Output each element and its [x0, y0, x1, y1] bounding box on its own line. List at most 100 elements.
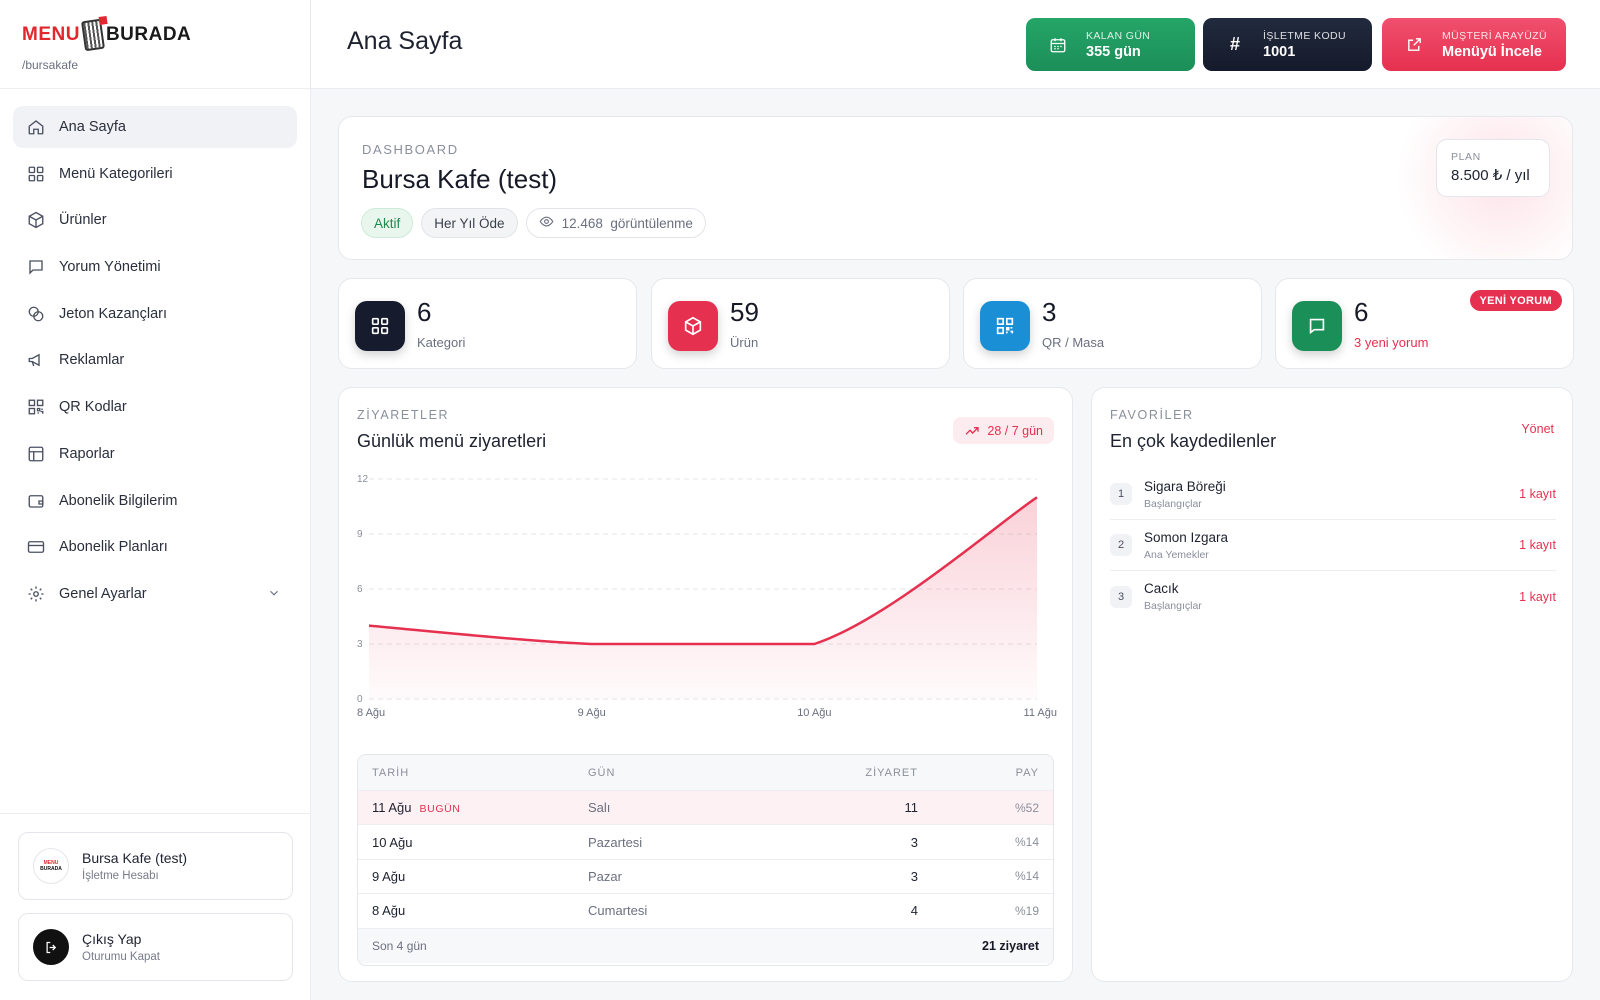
table-footer: Son 4 gün 21 ziyaret — [358, 928, 1053, 963]
sidebar-item-reviews[interactable]: Yorum Yönetimi — [13, 246, 297, 288]
status-badge: Aktif — [361, 208, 414, 238]
avatar-text-bottom: BURADA — [40, 866, 62, 872]
sidebar-item-label: Abonelik Planları — [59, 539, 168, 556]
item-category: Başlangıçlar — [1144, 497, 1202, 510]
visits-eyebrow: ZİYARETLER — [357, 408, 450, 422]
y-tick-label: 0 — [357, 694, 363, 705]
sidebar-item-menu-categories[interactable]: Menü Kategorileri — [13, 153, 297, 195]
trend-badge: 28 / 7 gün — [953, 417, 1054, 444]
stat-label: Ürün — [730, 335, 759, 350]
column-header-share: PAY — [1015, 766, 1039, 779]
logo-text-burada: BURADA — [105, 24, 192, 45]
sidebar-item-settings[interactable]: Genel Ayarlar — [13, 573, 297, 615]
row-visits: 11 — [904, 800, 919, 816]
sidebar-item-label: Ana Sayfa — [59, 119, 126, 135]
customer-ui-key: MÜŞTERİ ARAYÜZÜ — [1442, 29, 1547, 42]
list-item[interactable]: 2 Somon Izgara Ana Yemekler 1 kayıt — [1110, 520, 1556, 571]
footer-range: Son 4 gün — [372, 938, 427, 953]
sidebar-item-subscription-plans[interactable]: Abonelik Planları — [13, 526, 297, 568]
logout-button[interactable]: Çıkış Yap Oturumu Kapat — [18, 913, 293, 981]
y-tick-label: 6 — [357, 584, 363, 595]
qr-icon — [980, 301, 1030, 351]
column-header-visits: ZİYARET — [865, 766, 918, 779]
account-card[interactable]: MENU BURADA Bursa Kafe (test) İşletme He… — [18, 832, 293, 900]
stat-card-categories[interactable]: 6 Kategori — [338, 278, 637, 369]
sidebar-item-label: Abonelik Bilgilerim — [59, 492, 178, 509]
column-header-day: GÜN — [588, 766, 616, 779]
stat-card-products[interactable]: 59 Ürün — [651, 278, 950, 369]
status-chips: Aktif Her Yıl Öde 12.468 görüntülenme — [361, 208, 706, 238]
gear-icon — [27, 585, 45, 603]
row-day: Pazar — [588, 868, 622, 884]
business-code-button[interactable]: # İŞLETME KODU 1001 — [1203, 18, 1372, 71]
series-line — [368, 496, 1038, 646]
stat-card-reviews[interactable]: 6 3 yeni yorum YENİ YORUM — [1275, 278, 1574, 369]
table-row: 8 Ağu Cumartesi 4 %19 — [358, 894, 1053, 929]
list-item[interactable]: 3 Cacık Başlangıçlar 1 kayıt — [1110, 571, 1556, 622]
sidebar-item-qr-codes[interactable]: QR Kodlar — [13, 386, 297, 428]
coins-icon — [27, 305, 45, 323]
sidebar-item-home[interactable]: Ana Sayfa — [13, 106, 297, 148]
message-icon — [27, 258, 45, 276]
favorites-title: En çok kaydedilenler — [1110, 431, 1277, 451]
external-link-icon — [1404, 35, 1424, 55]
visits-card: ZİYARETLER Günlük menü ziyaretleri 28 / … — [338, 387, 1073, 982]
row-date-text: 11 Ağu — [372, 800, 412, 816]
visits-title: Günlük menü ziyaretleri — [357, 431, 547, 451]
sidebar-item-label: Yorum Yönetimi — [59, 259, 161, 276]
table-header: TARİH GÜN ZİYARET PAY — [358, 755, 1053, 791]
table-row: 9 Ağu Pazar 3 %14 — [358, 860, 1053, 895]
stat-value: 6 — [417, 297, 432, 327]
days-left-value: 355 gün — [1086, 43, 1141, 60]
qr-icon — [27, 398, 45, 416]
card-icon — [27, 538, 45, 556]
sidebar-item-tokens[interactable]: Jeton Kazançları — [13, 293, 297, 335]
trending-up-icon — [965, 426, 980, 435]
view-menu-button[interactable]: MÜŞTERİ ARAYÜZÜ Menüyü İncele — [1382, 18, 1566, 71]
customer-ui-value: Menüyü İncele — [1442, 43, 1542, 60]
sidebar-item-ads[interactable]: Reklamlar — [13, 339, 297, 381]
row-visits: 4 — [910, 903, 918, 919]
row-share: %19 — [1014, 903, 1039, 918]
days-left-button[interactable]: KALAN GÜN 355 gün — [1026, 18, 1195, 71]
sidebar-item-label: Menü Kategorileri — [59, 165, 173, 182]
list-item[interactable]: 1 Sigara Böreği Başlangıçlar 1 kayıt — [1110, 469, 1556, 520]
sidebar-item-subscription-info[interactable]: Abonelik Bilgilerim — [13, 480, 297, 522]
views-count: 12.468 — [561, 215, 603, 231]
top-header: Ana Sayfa KALAN GÜN 355 gün # İŞLETME KOD… — [311, 0, 1600, 89]
manage-link[interactable]: Yönet — [1521, 422, 1554, 436]
y-tick-label: 12 — [357, 474, 369, 485]
row-date: 9 Ağu — [372, 868, 406, 884]
rank-badge: 2 — [1110, 534, 1132, 556]
plan-box: PLAN 8.500 ₺ / yıl — [1436, 139, 1550, 197]
logo-text-menu: MENU — [22, 24, 80, 45]
chevron-down-icon[interactable] — [267, 586, 281, 604]
sidebar-item-label: Genel Ayarlar — [59, 585, 147, 602]
stat-card-qr[interactable]: 3 QR / Masa — [963, 278, 1262, 369]
sidebar-item-products[interactable]: Ürünler — [13, 199, 297, 241]
row-day: Cumartesi — [588, 903, 648, 919]
table-row: 11 Ağu BUGÜN Salı 11 %52 — [358, 791, 1053, 826]
row-share: %14 — [1014, 835, 1039, 850]
item-category: Başlangıçlar — [1144, 600, 1202, 612]
avatar-text-top: MENU — [43, 860, 59, 866]
column-header-date: TARİH — [372, 766, 410, 779]
row-date: 10 Ağu — [372, 834, 413, 850]
sidebar-footer: MENU BURADA Bursa Kafe (test) İşletme He… — [0, 813, 311, 1000]
rank-badge: 1 — [1110, 483, 1132, 505]
business-code-key: İŞLETME KODU — [1263, 29, 1346, 42]
avatar: MENU BURADA — [33, 848, 69, 884]
logout-label: Çıkış Yap — [82, 931, 142, 947]
today-tag: BUGÜN — [419, 803, 461, 816]
area-fill — [369, 497, 1037, 699]
sidebar-item-reports[interactable]: Raporlar — [13, 433, 297, 475]
stat-value: 59 — [730, 297, 759, 327]
x-tick-label: 10 Ağu — [797, 707, 831, 719]
stat-value: 3 — [1042, 297, 1057, 327]
account-type: İşletme Hesabı — [82, 870, 159, 882]
logo[interactable]: MENU BURADA — [22, 14, 310, 56]
wallet-icon — [27, 492, 45, 510]
hash-icon: # — [1229, 34, 1240, 54]
item-count: 1 kayıt — [1519, 589, 1556, 604]
dashboard-eyebrow: DASHBOARD — [362, 142, 459, 157]
